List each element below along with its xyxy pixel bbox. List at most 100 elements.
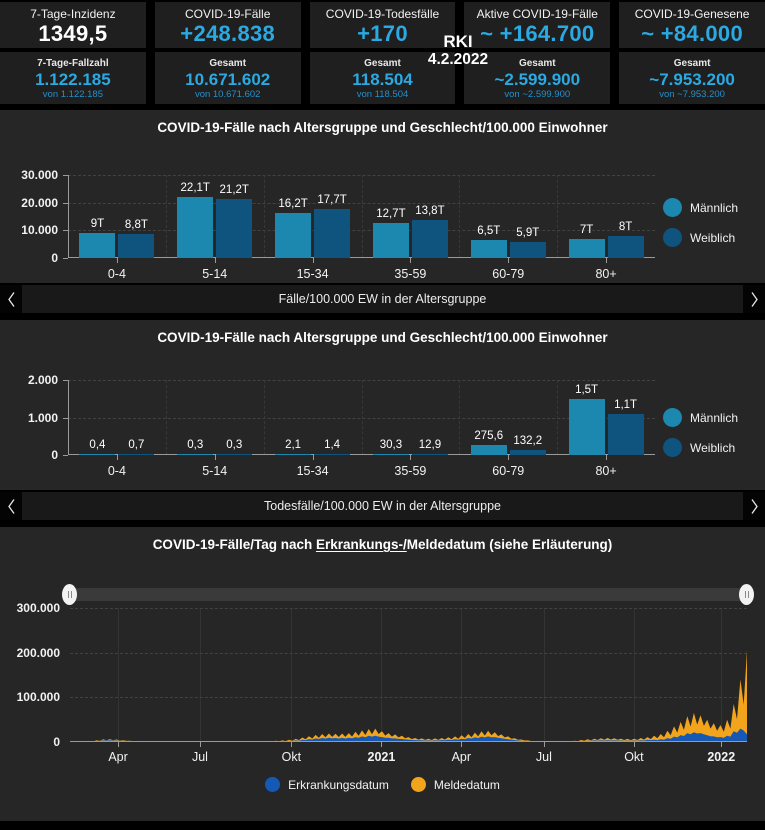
bar-maennlich[interactable] (177, 453, 214, 455)
legend-gender: Männlich Weiblich (663, 198, 738, 247)
maennlich-swatch-icon (663, 408, 682, 427)
bar-weiblich[interactable] (607, 413, 644, 455)
x-axis-tick (312, 455, 314, 460)
time-series-chart: 0 100.000 200.000 300.000 Apr Jul Okt 2021 Apr Ju… (17, 601, 747, 764)
x-axis-tick (543, 742, 545, 747)
age-group-label: 0-4 (107, 267, 126, 281)
card-deaths: COVID-19-Todesfälle +170 (309, 2, 456, 48)
bar-value-label: 1,1T (614, 398, 638, 411)
stat-card-7-tage-inzidenz: 7-Tage-Inzidenz 1349,5 7-Tage-Fallzahl 1… (0, 0, 146, 104)
range-slider-right-handle[interactable] (739, 584, 754, 605)
group-separator-gridline (361, 380, 363, 455)
card-title: 7-Tage-Inzidenz (30, 7, 116, 21)
y-axis-line (68, 175, 69, 258)
bar-maennlich[interactable] (568, 398, 605, 455)
bar-weiblich[interactable] (411, 219, 448, 258)
x-axis-tick (606, 455, 608, 460)
bar-maennlich[interactable] (177, 196, 214, 258)
panel-cases-per-day: COVID-19-Fälle/Tag nach Erkrankungs-/Mel… (0, 527, 765, 821)
y-axis-line (68, 380, 69, 455)
legend-label: Meldedatum (433, 777, 500, 792)
caption-bar-cases: Fälle/100.000 EW in der Altersgruppe (0, 285, 765, 313)
bar-maennlich[interactable] (470, 240, 507, 258)
bar-weiblich[interactable] (607, 235, 644, 258)
y-axis-tick-label: 0 (53, 735, 60, 749)
x-axis-tick (410, 258, 412, 263)
bar-weiblich[interactable] (509, 450, 546, 455)
next-chart-arrow[interactable] (743, 492, 765, 520)
title-post: Meldedatum (siehe Erläuterung) (406, 537, 613, 552)
bar-weiblich[interactable] (509, 241, 546, 258)
y-axis-tick (63, 417, 68, 419)
legend-label: Weiblich (690, 230, 736, 245)
age-group-label: 80+ (595, 464, 617, 478)
erkrankungsdatum-link[interactable]: Erkrankungs-/ (315, 537, 407, 552)
bar-maennlich[interactable] (79, 233, 116, 258)
bar-maennlich[interactable] (275, 213, 312, 258)
bar-weiblich[interactable] (118, 453, 155, 455)
bar-weiblich[interactable] (411, 453, 448, 455)
card-title: COVID-19-Todesfälle (325, 7, 440, 21)
y-axis-tick-label: 200.000 (16, 645, 60, 660)
vertical-gridline (543, 608, 545, 742)
x-axis-tick (118, 742, 120, 747)
bar-maennlich[interactable] (372, 453, 409, 455)
area-series-meldedatum[interactable] (70, 650, 747, 742)
x-axis-tick (606, 258, 608, 263)
stat-card-row: 7-Tage-Inzidenz 1349,5 7-Tage-Fallzahl 1… (0, 0, 765, 104)
card-value: ~ +84.000 (641, 21, 743, 46)
area-series-erkrankungsdatum[interactable] (70, 728, 747, 742)
card-title: Aktive COVID-19-Fälle (476, 7, 598, 21)
next-chart-arrow[interactable] (743, 285, 765, 313)
x-axis-tick-label: 2021 (367, 750, 396, 764)
age-group-label: 5-14 (202, 267, 228, 281)
card-sub-value: 1.122.185 (35, 70, 111, 89)
bar-maennlich[interactable] (372, 222, 409, 258)
y-axis-tick (63, 230, 68, 232)
bar-weiblich[interactable] (216, 453, 253, 455)
x-axis-line (68, 454, 655, 455)
stat-card-covid-faelle: COVID-19-Fälle +248.838 Gesamt 10.671.60… (154, 0, 301, 104)
age-group-label: 0-4 (107, 464, 126, 478)
bar-maennlich[interactable] (79, 453, 116, 455)
bar-weiblich[interactable] (314, 453, 351, 455)
y-axis-tick-label: 2.000 (27, 373, 58, 387)
group-separator-gridline (361, 175, 363, 258)
bar-weiblich[interactable] (118, 233, 155, 258)
x-axis-tick (410, 455, 412, 460)
card-value: +170 (357, 21, 408, 46)
stat-card-todesfaelle: COVID-19-Todesfälle +170 Gesamt 118.504 … (309, 0, 456, 104)
x-axis-tick (508, 258, 510, 263)
bar-maennlich[interactable] (568, 238, 605, 258)
bar-value-label: 13,8T (415, 204, 445, 217)
bar-weiblich[interactable] (216, 199, 253, 258)
bar-value-label: 0,3 (226, 438, 243, 451)
group-separator-gridline (459, 175, 461, 258)
bar-maennlich[interactable] (275, 453, 312, 455)
legend-item-meldedatum: Meldedatum (410, 777, 500, 792)
y-axis-tick-label: 100.000 (16, 690, 60, 705)
gridline (70, 697, 747, 699)
bar-chart-deaths-by-age: 0 1.000 2.000 0,4 0,7 0-4 0,3 0,3 5-14 2,1 1,4 15-3… (28, 373, 655, 478)
date-range-slider[interactable] (70, 588, 747, 601)
bar-value-label: 17,7T (317, 194, 347, 207)
card-cases: COVID-19-Fälle +248.838 (154, 2, 301, 48)
bar-value-label: 12,7T (376, 207, 406, 220)
bar-maennlich[interactable] (470, 444, 507, 455)
chevron-right-icon (750, 291, 758, 307)
bar-weiblich[interactable] (314, 209, 351, 258)
x-axis-tick (291, 742, 293, 747)
card-sub-value: ~7.953.200 (649, 70, 735, 89)
weiblich-swatch-icon (663, 438, 682, 457)
group-separator-gridline (165, 175, 167, 258)
legend-date-types: Erkrankungsdatum Meldedatum (0, 777, 765, 792)
bar-value-label: 5,9T (516, 226, 540, 239)
card-cases-total: Gesamt 10.671.602 von 10.671.602 (154, 52, 301, 104)
range-slider-left-handle[interactable] (62, 584, 77, 605)
age-group-label: 15-34 (296, 267, 329, 281)
prev-chart-arrow[interactable] (0, 285, 22, 313)
age-group-label: 35-59 (394, 464, 427, 478)
bar-value-label: 1,4 (324, 438, 341, 451)
prev-chart-arrow[interactable] (0, 492, 22, 520)
legend-item-weiblich: Weiblich (663, 228, 738, 247)
